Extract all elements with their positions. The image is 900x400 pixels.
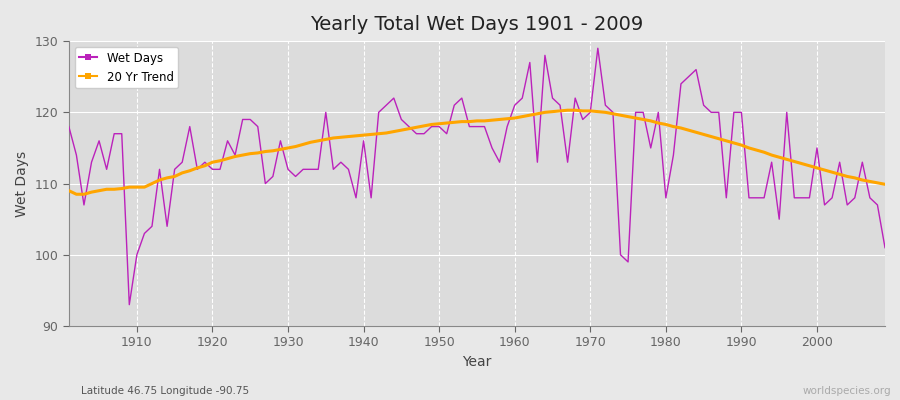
Title: Yearly Total Wet Days 1901 - 2009: Yearly Total Wet Days 1901 - 2009 bbox=[310, 15, 644, 34]
Text: Latitude 46.75 Longitude -90.75: Latitude 46.75 Longitude -90.75 bbox=[81, 386, 249, 396]
Legend: Wet Days, 20 Yr Trend: Wet Days, 20 Yr Trend bbox=[75, 47, 178, 88]
Text: worldspecies.org: worldspecies.org bbox=[803, 386, 891, 396]
Y-axis label: Wet Days: Wet Days bbox=[15, 150, 29, 217]
X-axis label: Year: Year bbox=[463, 355, 491, 369]
